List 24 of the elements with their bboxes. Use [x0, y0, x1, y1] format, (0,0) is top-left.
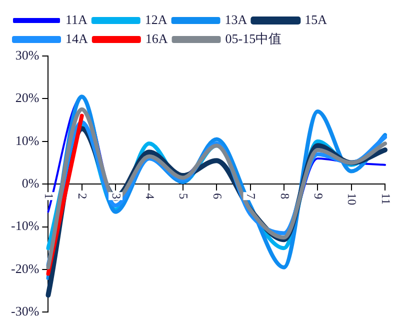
y-tick-label: -30% — [10, 304, 40, 319]
x-tick-label: 5 — [176, 193, 191, 200]
x-tick-label: 2 — [76, 193, 90, 200]
x-tick-label: 7 — [244, 193, 258, 200]
y-tick-label: 0% — [22, 176, 40, 191]
x-tick-label: 10 — [345, 193, 360, 206]
legend-label: 15A — [304, 12, 328, 27]
legend-label: 05-15中值 — [225, 30, 282, 46]
y-tick-label: 20% — [15, 90, 40, 106]
x-tick-label: 8 — [278, 193, 292, 200]
legend-label: 14A — [66, 30, 88, 46]
legend-label: 12A — [144, 12, 168, 27]
legend-label: 13A — [224, 12, 248, 27]
x-tick-label: 11 — [378, 193, 393, 205]
y-tick-label: 30% — [15, 47, 40, 62]
y-tick-label: 10% — [15, 132, 40, 148]
x-tick-label: 6 — [210, 193, 224, 200]
legend-label: 16A — [145, 30, 168, 46]
x-tick-label: 1 — [42, 193, 56, 200]
y-tick-label: -10% — [10, 218, 40, 234]
x-tick-label: 9 — [311, 193, 326, 200]
legend-label: 11A — [66, 12, 88, 27]
x-tick-label: 4 — [143, 193, 158, 200]
y-tick-label: -20% — [10, 260, 40, 276]
